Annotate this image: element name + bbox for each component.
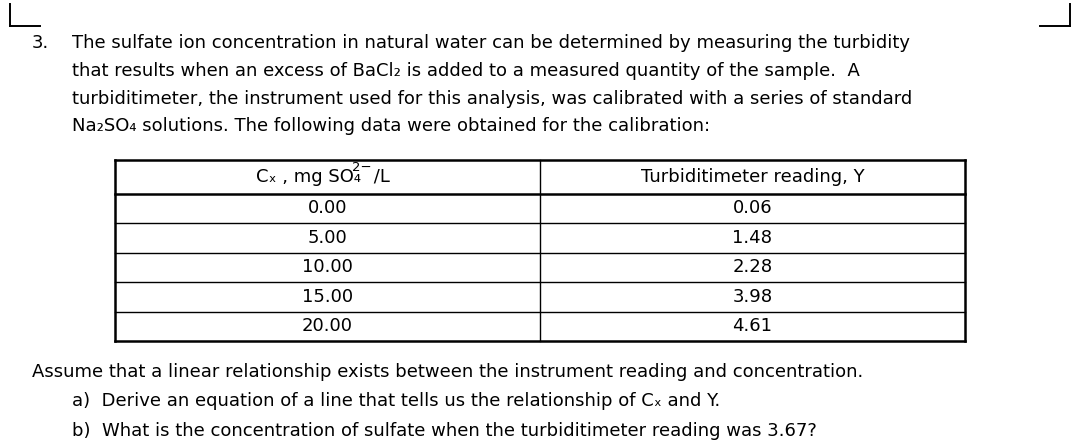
Text: 10.00: 10.00 [302,258,353,276]
Text: Assume that a linear relationship exists between the instrument reading and conc: Assume that a linear relationship exists… [32,363,863,381]
Text: 0.00: 0.00 [308,199,348,217]
Text: /L: /L [367,168,390,186]
Text: turbiditimeter, the instrument used for this analysis, was calibrated with a ser: turbiditimeter, the instrument used for … [72,90,913,107]
Text: 5.00: 5.00 [308,229,348,247]
Text: Turbiditimeter reading, Y: Turbiditimeter reading, Y [640,168,864,186]
Text: 15.00: 15.00 [302,288,353,306]
Text: 3.: 3. [32,34,50,52]
Text: that results when an excess of BaCl₂ is added to a measured quantity of the samp: that results when an excess of BaCl₂ is … [72,62,860,80]
Text: 3.98: 3.98 [732,288,772,306]
Text: The sulfate ion concentration in natural water can be determined by measuring th: The sulfate ion concentration in natural… [72,34,910,52]
Text: a)  Derive an equation of a line that tells us the relationship of Cₓ and Y.: a) Derive an equation of a line that tel… [72,392,720,410]
Text: 4.61: 4.61 [732,317,772,335]
Text: 20.00: 20.00 [302,317,353,335]
Text: Na₂SO₄ solutions. The following data were obtained for the calibration:: Na₂SO₄ solutions. The following data wer… [72,117,711,136]
Text: 2−: 2− [351,161,372,174]
Text: 2.28: 2.28 [732,258,772,276]
Text: 1.48: 1.48 [732,229,772,247]
Text: b)  What is the concentration of sulfate when the turbiditimeter reading was 3.6: b) What is the concentration of sulfate … [72,422,816,440]
Text: Cₓ , mg SO₄: Cₓ , mg SO₄ [256,168,361,186]
Text: 0.06: 0.06 [732,199,772,217]
